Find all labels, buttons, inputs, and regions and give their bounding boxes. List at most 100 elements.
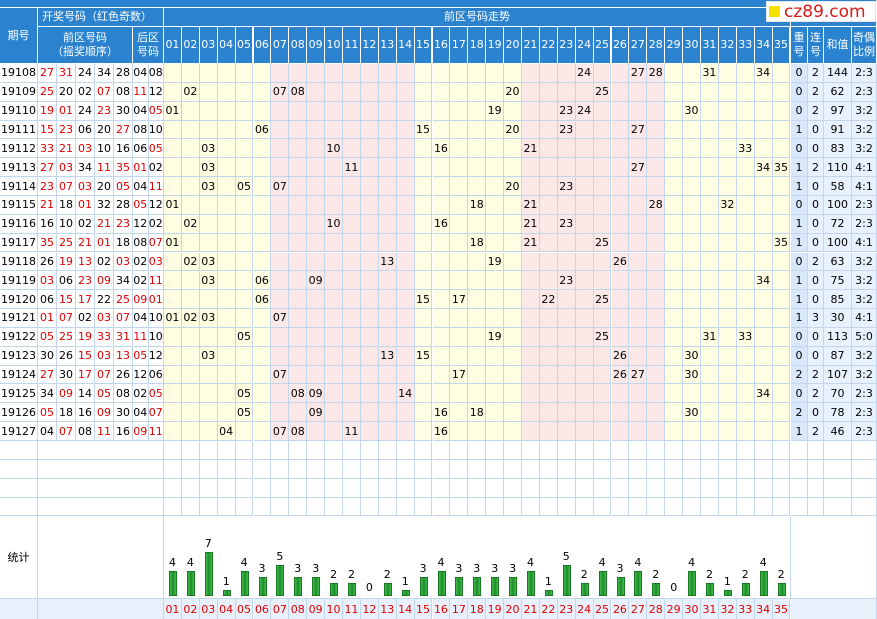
trend-hit-16: 16	[432, 214, 451, 234]
stat-bar-22	[544, 589, 553, 596]
trend-hit-07: 07	[271, 177, 290, 196]
trend-cell	[325, 271, 343, 291]
empty-cell	[754, 478, 773, 498]
stat-bar-17	[455, 577, 464, 596]
trend-cell	[450, 346, 469, 366]
empty-cell	[647, 497, 666, 517]
trend-cell	[665, 214, 684, 234]
front-number: 27	[38, 158, 57, 178]
trend-cell	[736, 346, 755, 366]
trend-cell	[343, 195, 361, 215]
trend-cell	[164, 158, 182, 178]
trend-cell	[629, 139, 648, 159]
trend-cell	[450, 195, 469, 215]
trend-cell	[396, 290, 415, 310]
trend-column-header: 20	[504, 27, 522, 64]
empty-cell	[325, 497, 343, 517]
footer-number: 03	[199, 599, 218, 619]
front-number: 15	[57, 290, 76, 310]
trend-cell	[718, 158, 737, 178]
stat-bar-20	[509, 577, 518, 596]
trend-cell	[432, 64, 451, 83]
trend-cell	[522, 101, 540, 121]
empty-cell	[629, 478, 648, 498]
trend-cell	[450, 327, 469, 347]
trend-hit-13: 13	[378, 252, 397, 272]
repeat-cell: 0	[791, 82, 808, 102]
trend-cell	[557, 82, 576, 102]
trend-cell	[772, 252, 791, 272]
trend-cell	[343, 233, 361, 253]
front-number: 28	[114, 195, 133, 215]
stat-bar-19	[491, 577, 500, 596]
empty-cell	[360, 441, 379, 460]
trend-cell	[665, 290, 684, 310]
trend-cell	[468, 82, 487, 102]
trend-cell	[343, 139, 361, 159]
trend-cell	[557, 139, 576, 159]
trend-hit-09: 09	[307, 403, 326, 423]
trend-cell	[181, 271, 200, 291]
trend-cell	[486, 365, 505, 385]
stat-value-09: 3	[312, 562, 320, 576]
empty-cell	[38, 497, 164, 517]
back-number: 12	[148, 195, 164, 215]
trend-cell	[181, 384, 200, 404]
trend-cell	[701, 271, 719, 291]
trend-cell	[539, 365, 558, 385]
trend-cell	[593, 101, 612, 121]
trend-cell	[539, 271, 558, 291]
front-number: 25	[114, 290, 133, 310]
trend-hit-16: 16	[432, 403, 451, 423]
front-number: 03	[38, 271, 57, 291]
footer-number: 21	[522, 599, 540, 619]
trend-cell	[450, 120, 469, 140]
front-number: 01	[57, 101, 76, 121]
empty-cell	[199, 441, 218, 460]
empty-cell	[378, 478, 397, 498]
trend-cell	[629, 252, 648, 272]
issue-cell: 19109	[0, 82, 38, 102]
trend-cell	[253, 195, 272, 215]
front-number: 04	[38, 422, 57, 441]
trend-cell	[164, 177, 182, 196]
trend-cell	[665, 327, 684, 347]
trend-cell	[718, 64, 737, 83]
trend-cell	[647, 403, 666, 423]
empty-cell	[557, 478, 576, 498]
empty-cell	[539, 497, 558, 517]
stat-bar-10	[330, 583, 339, 596]
trend-hit-15: 15	[414, 120, 433, 140]
trend-hit-21: 21	[522, 233, 540, 253]
trend-cell	[450, 139, 469, 159]
trend-cell	[736, 64, 755, 83]
trend-cell	[396, 365, 415, 385]
front-number: 07	[57, 177, 76, 196]
trend-cell	[593, 139, 612, 159]
front-number: 20	[95, 120, 114, 140]
back-number: 05	[148, 384, 164, 404]
trend-cell	[557, 403, 576, 423]
trend-cell	[683, 384, 701, 404]
trend-cell	[217, 64, 236, 83]
trend-cell	[754, 365, 773, 385]
front-number: 19	[38, 101, 57, 121]
empty-cell	[504, 459, 522, 479]
empty-cell	[235, 441, 254, 460]
back-number: 02	[133, 271, 149, 291]
trend-cell	[522, 346, 540, 366]
trend-cell	[539, 214, 558, 234]
trend-cell	[325, 252, 343, 272]
empty-cell	[486, 497, 505, 517]
trend-hit-20: 20	[504, 177, 522, 196]
trend-cell	[360, 290, 379, 310]
trend-cell	[629, 82, 648, 102]
consecutive-cell: 0	[808, 327, 824, 347]
back-number: 01	[148, 290, 164, 310]
repeat-cell: 0	[791, 139, 808, 159]
trend-cell	[772, 120, 791, 140]
ratio-cell: 2:3	[852, 403, 877, 423]
trend-cell	[629, 195, 648, 215]
trend-cell	[736, 101, 755, 121]
trend-cell	[414, 271, 433, 291]
